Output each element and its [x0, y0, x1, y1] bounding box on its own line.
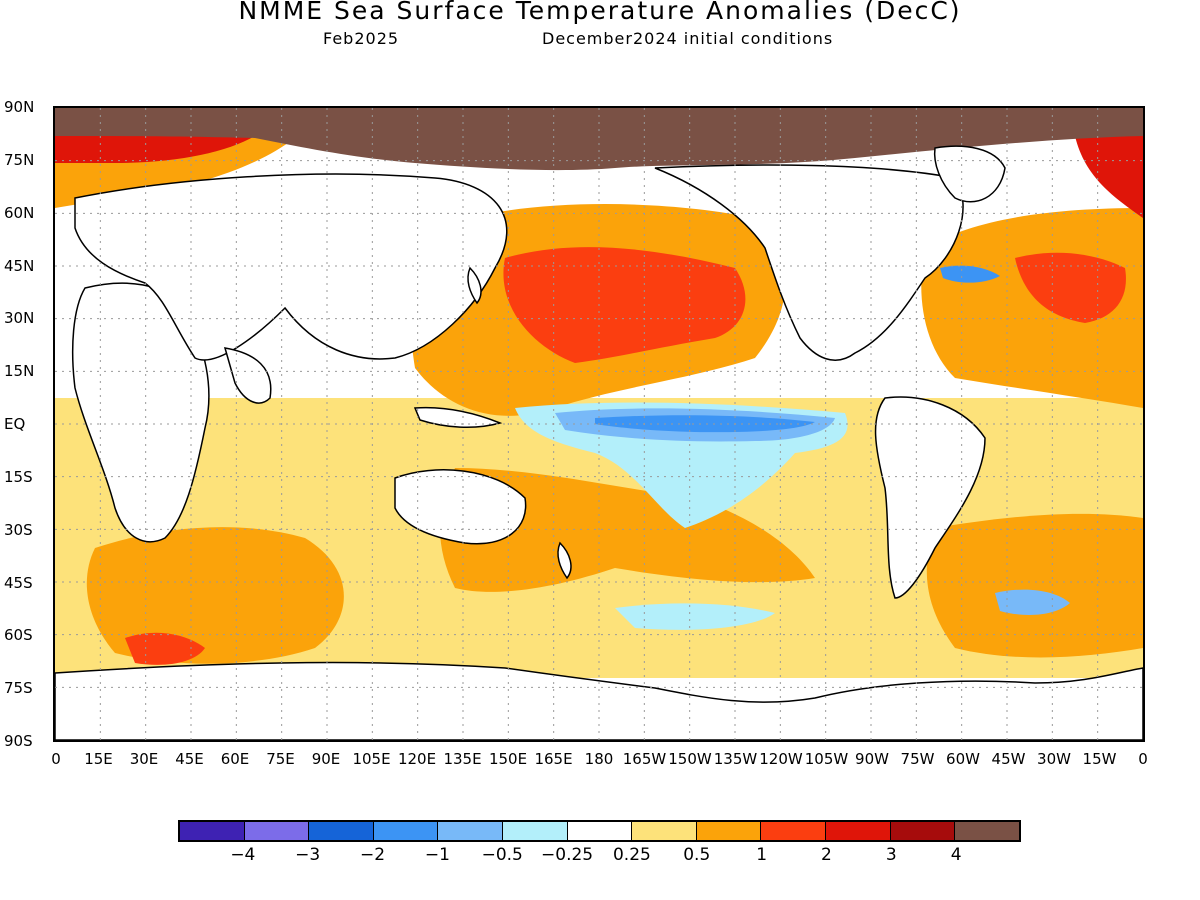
- lon-tick-label: 0: [1138, 750, 1148, 768]
- south-america: [874, 396, 986, 599]
- colorbar-swatch: [567, 822, 633, 840]
- lat-tick-label: 60S: [4, 626, 33, 645]
- lon-tick-label: 135W: [713, 750, 758, 768]
- lon-tick-label: 105W: [804, 750, 849, 768]
- lon-tick-label: 75W: [900, 750, 935, 768]
- greenland: [933, 145, 1006, 203]
- colorbar-tick-label: 4: [950, 845, 962, 865]
- lon-tick-label: 60W: [946, 750, 980, 768]
- colorbar-tick-label: −1: [424, 845, 450, 865]
- colorbar-swatch: [373, 822, 439, 840]
- lat-tick-label: 30S: [4, 520, 33, 539]
- colorbar-swatch: [244, 822, 310, 840]
- colorbar-swatch: [438, 822, 504, 840]
- colorbar-tick-label: −2: [360, 845, 386, 865]
- map-title: NMME Sea Surface Temperature Anomalies (…: [238, 0, 962, 25]
- colorbar-swatch: [761, 822, 827, 840]
- colorbar-tick-label: 3: [885, 845, 897, 865]
- initial-conditions-label: December2024 initial conditions: [542, 29, 834, 48]
- lon-tick-label: 120W: [759, 750, 803, 768]
- lon-tick-label: 135E: [443, 750, 482, 768]
- lon-tick-label: 15E: [84, 750, 113, 768]
- colorbar-swatch: [180, 822, 245, 840]
- lat-tick-label: 15N: [4, 362, 35, 381]
- lon-tick-label: 30W: [1037, 750, 1071, 768]
- colorbar-tick-label: 2: [821, 845, 832, 865]
- colorbar-swatch: [309, 822, 374, 840]
- colorbar-tick-label: 0.5: [683, 845, 711, 865]
- colorbar-tick-label: −3: [295, 845, 321, 865]
- lon-tick-label: 0: [51, 750, 61, 768]
- indonesia: [413, 406, 503, 429]
- lon-tick-label: 105E: [352, 750, 391, 768]
- antarctica: [55, 661, 1143, 740]
- colorbar-swatch: [955, 822, 1019, 840]
- lon-tick-label: 75E: [266, 750, 295, 768]
- valid-month-label: Feb2025: [323, 29, 400, 48]
- continents: [71, 145, 1006, 599]
- lat-tick-label: 45S: [4, 573, 33, 592]
- lat-tick-label: EQ: [4, 415, 26, 433]
- lon-tick-label: 180: [584, 750, 614, 768]
- colorbar-tick-label: −4: [230, 845, 256, 865]
- colorbar-swatch: [696, 822, 762, 840]
- lat-tick-label: 90S: [4, 732, 33, 750]
- lat-tick-label: 45N: [4, 256, 35, 275]
- lon-tick-label: 45W: [991, 750, 1026, 768]
- lon-tick-label: 165E: [534, 750, 573, 768]
- lat-tick-label: 60N: [4, 203, 35, 222]
- anomaly-fields: [55, 136, 1143, 678]
- lon-tick-label: 165W: [622, 750, 667, 768]
- new-zealand: [557, 541, 572, 580]
- lat-tick-label: 30N: [4, 309, 35, 328]
- lat-tick-label: 90N: [4, 98, 35, 116]
- lon-tick-label: 120E: [397, 750, 437, 768]
- colorbar-swatch: [890, 822, 956, 840]
- lon-tick-label: 15W: [1082, 750, 1117, 768]
- colorbar: [178, 820, 1021, 842]
- colorbar-swatch: [503, 822, 568, 840]
- lon-tick-label: 60E: [220, 750, 250, 768]
- colorbar-tick-label: −0.25: [541, 845, 594, 865]
- lon-tick-label: 150W: [668, 750, 712, 768]
- lon-tick-label: 90W: [855, 750, 889, 768]
- australia: [394, 469, 527, 545]
- colorbar-tick-label: −0.5: [481, 845, 523, 865]
- lon-tick-label: 90E: [311, 750, 341, 768]
- lat-tick-label: 15S: [4, 467, 33, 486]
- grid-lines: [55, 108, 1143, 740]
- lon-tick-label: 150E: [488, 750, 528, 768]
- colorbar-tick-label: 1: [756, 845, 768, 865]
- colorbar-tick-label: 0.25: [612, 845, 651, 865]
- japan: [467, 266, 482, 305]
- colorbar-swatch: [632, 822, 697, 840]
- india: [223, 347, 272, 404]
- sst-anomaly-map: [53, 106, 1145, 742]
- north-america: [654, 164, 964, 361]
- lat-tick-label: 75S: [4, 679, 33, 698]
- eurasia: [74, 173, 508, 361]
- lon-tick-label: 45E: [175, 750, 204, 768]
- map-canvas: [55, 108, 1143, 740]
- lon-tick-label: 30E: [129, 750, 159, 768]
- colorbar-swatch: [826, 822, 891, 840]
- lat-tick-label: 75N: [4, 150, 35, 169]
